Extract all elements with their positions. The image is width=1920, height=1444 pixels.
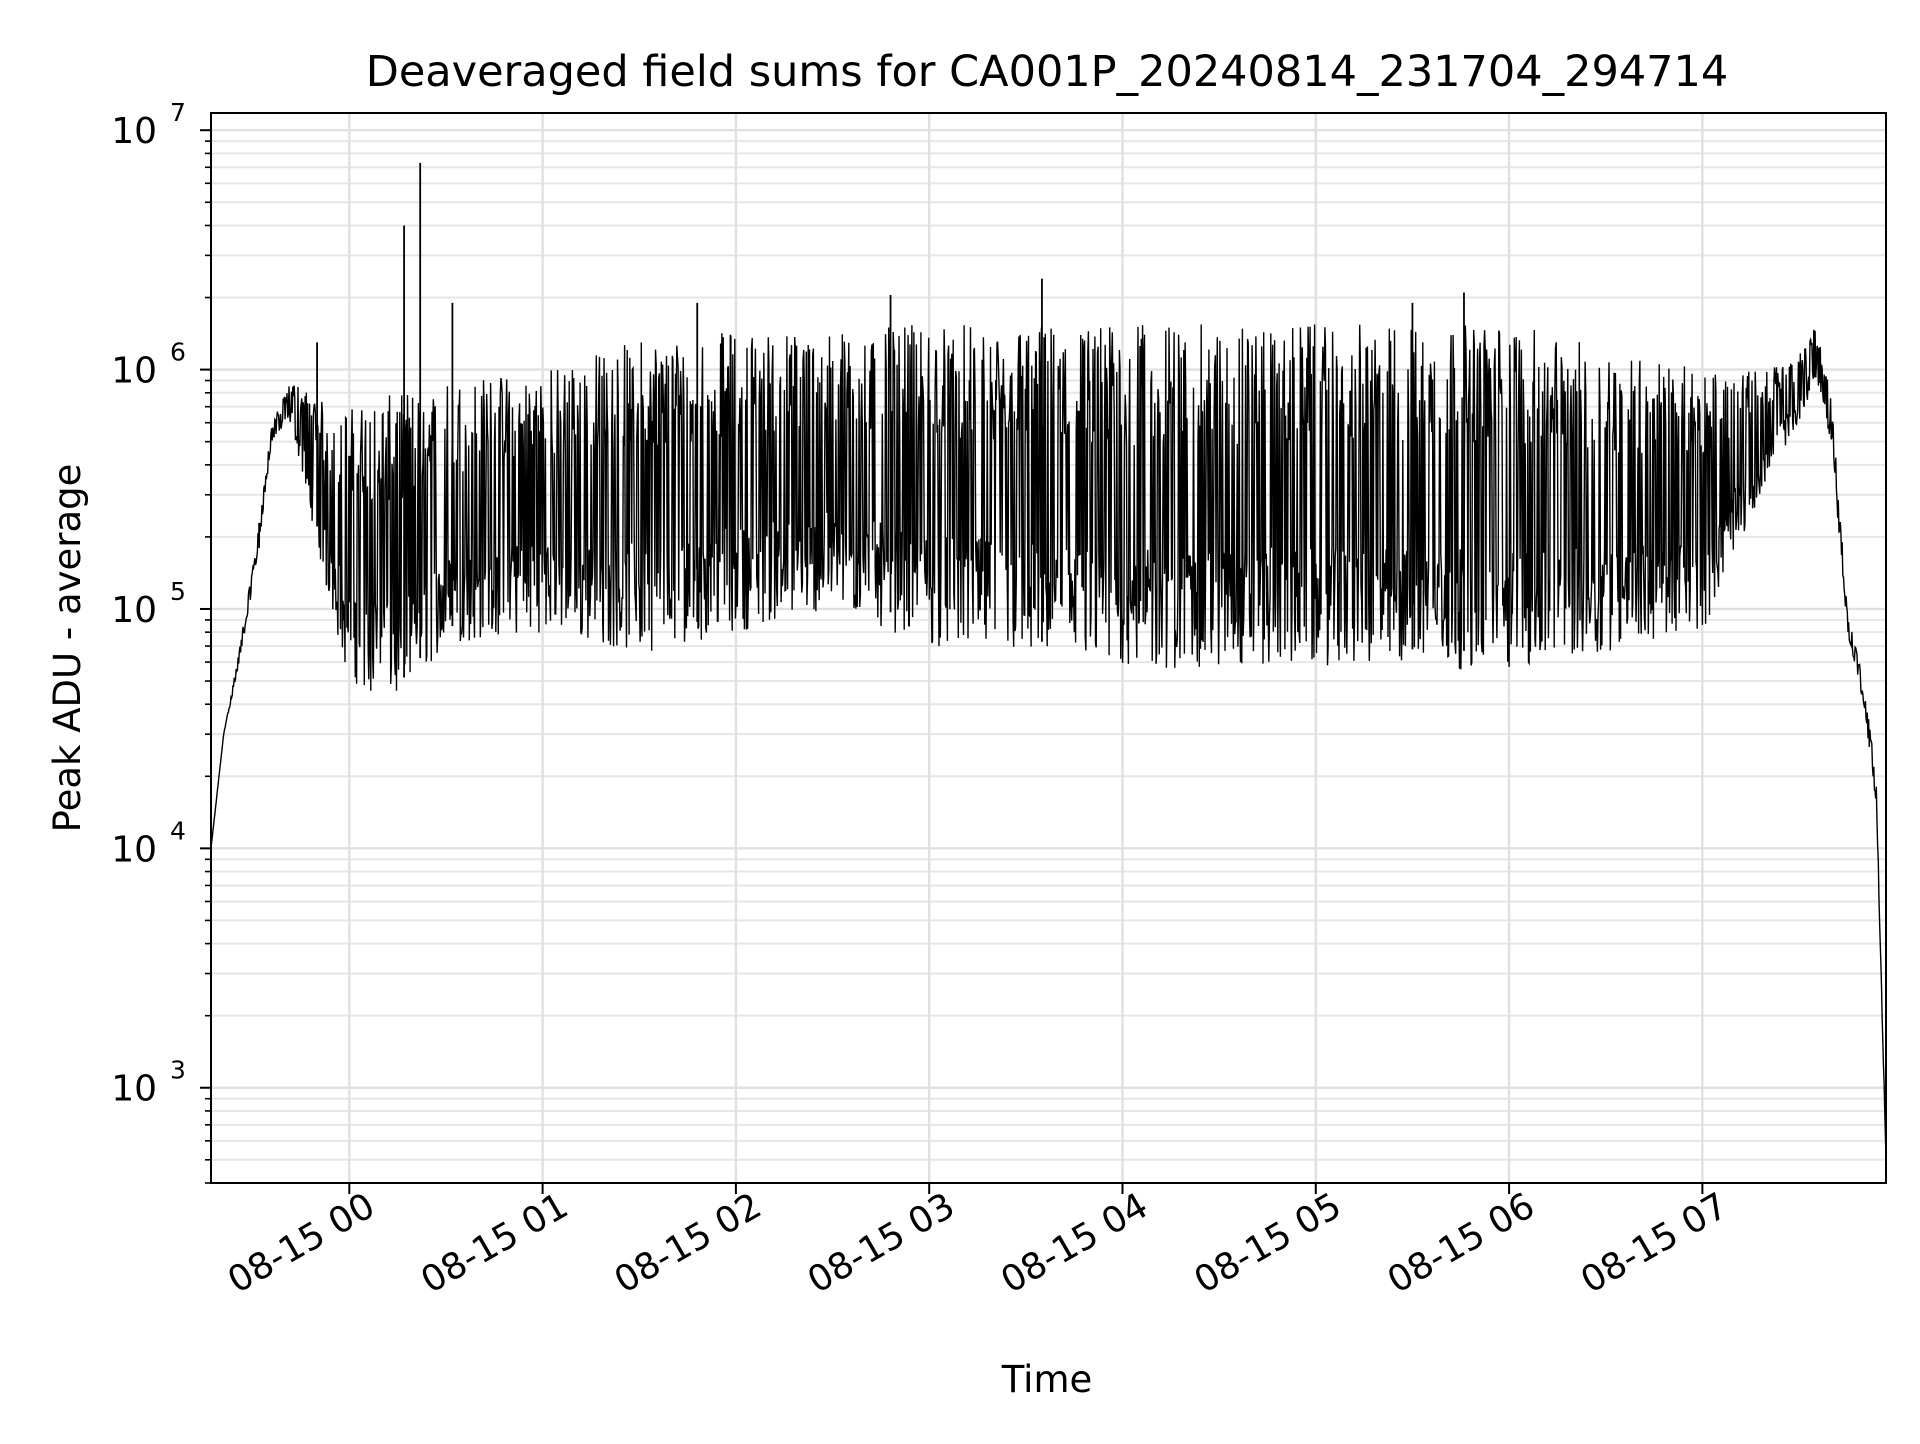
y-tick-label: 10	[111, 1069, 157, 1110]
y-tick-label: 10	[111, 111, 157, 152]
plot-frame	[210, 112, 1887, 1184]
y-tick-label-exponent: 4	[170, 816, 186, 845]
x-axis-label: Time	[1001, 1358, 1093, 1401]
series-trace	[210, 324, 1887, 1160]
y-tick-label-base: 10	[111, 829, 157, 870]
y-tick-label-exponent: 6	[170, 338, 186, 367]
chart-title: Deaveraged field sums for CA001P_2024081…	[366, 47, 1729, 97]
y-tick-label-base: 10	[111, 1069, 157, 1110]
y-tick-label: 10	[111, 351, 157, 392]
y-tick-label-exponent: 3	[170, 1056, 186, 1085]
series-layer	[210, 162, 1887, 1160]
y-tick-label: 10	[111, 829, 157, 870]
y-tick-label-base: 10	[111, 590, 157, 631]
y-tick-label-exponent: 7	[170, 98, 186, 127]
y-axis-label: Peak ADU - average	[46, 464, 89, 833]
y-tick-label-base: 10	[111, 111, 157, 152]
y-tick-label: 10	[111, 590, 157, 631]
y-tick-label-base: 10	[111, 351, 157, 392]
y-tick-label-exponent: 5	[170, 577, 186, 606]
